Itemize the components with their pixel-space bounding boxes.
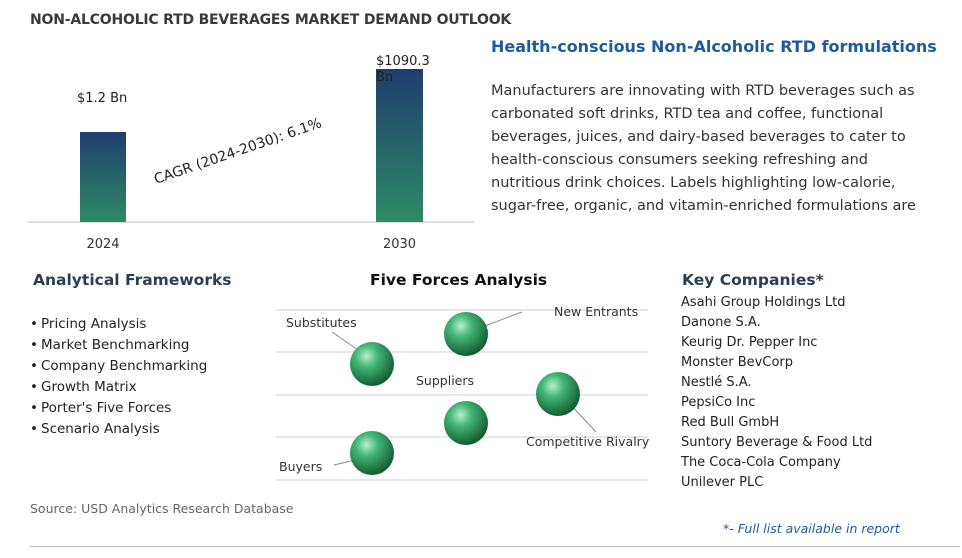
list-item: Company Benchmarking [30, 356, 207, 377]
footnote: *- Full list available in report [723, 521, 900, 536]
list-item: Asahi Group Holdings Ltd [681, 295, 846, 310]
list-item: Danone S.A. [681, 315, 761, 330]
bar-data-label: $1.2 Bn [77, 91, 127, 106]
buyers-sphere [350, 431, 394, 475]
frameworks-heading: Analytical Frameworks [33, 271, 232, 289]
competitive-rivalry-label: Competitive Rivalry [526, 434, 650, 449]
cagr-annotation: CAGR (2024-2030): 6.1% [152, 115, 324, 187]
list-item: Suntory Beverage & Food Ltd [681, 435, 873, 450]
divider [30, 546, 960, 547]
list-item: Red Bull GmbH [681, 415, 780, 430]
list-item: Pricing Analysis [30, 314, 207, 335]
list-item: Monster BevCorp [681, 355, 793, 370]
suppliers-label: Suppliers [416, 373, 474, 388]
list-item: Keurig Dr. Pepper Inc [681, 335, 818, 350]
companies-list: Asahi Group Holdings Ltd Danone S.A. Keu… [681, 293, 872, 493]
substitutes-label: Substitutes [286, 315, 357, 330]
bar-2030 [376, 69, 423, 222]
page-title: NON-ALCOHOLIC RTD BEVERAGES MARKET DEMAN… [30, 12, 512, 28]
suppliers-sphere [444, 401, 488, 445]
list-item: Nestlé S.A. [681, 375, 752, 390]
new-entrants-sphere [444, 312, 488, 356]
market-demand-bar-chart: 2024 $1.2 Bn 2030 $1090.3 Bn CAGR (2024-2030… [28, 54, 474, 252]
competitive-rivalry-sphere [536, 372, 580, 416]
x-tick-label: 2024 [86, 237, 119, 252]
list-item: Porter's Five Forces [30, 398, 207, 419]
list-item: Growth Matrix [30, 377, 207, 398]
five-forces-diagram: Substitutes New Entrants Suppliers Compe… [276, 304, 650, 481]
highlight-heading: Health-conscious Non-Alcoholic RTD formu… [491, 37, 937, 56]
bar-data-label: $1090.3 Bn [376, 54, 430, 85]
companies-heading: Key Companies* [682, 271, 824, 289]
bar-2024 [80, 132, 126, 222]
frameworks-list: Pricing Analysis Market Benchmarking Com… [30, 314, 207, 440]
list-item: Scenario Analysis [30, 419, 207, 440]
list-item: PepsiCo Inc [681, 395, 756, 410]
substitutes-sphere [350, 342, 394, 386]
list-item: Market Benchmarking [30, 335, 207, 356]
highlight-body: Manufacturers are innovating with RTD be… [491, 83, 916, 214]
buyers-label: Buyers [279, 459, 322, 474]
five-forces-heading: Five Forces Analysis [370, 271, 548, 289]
new-entrants-label: New Entrants [554, 304, 638, 319]
source-note: Source: USD Analytics Research Database [30, 501, 294, 516]
list-item: The Coca-Cola Company [681, 455, 841, 470]
list-item: Unilever PLC [681, 475, 764, 490]
x-tick-label: 2030 [383, 237, 416, 252]
